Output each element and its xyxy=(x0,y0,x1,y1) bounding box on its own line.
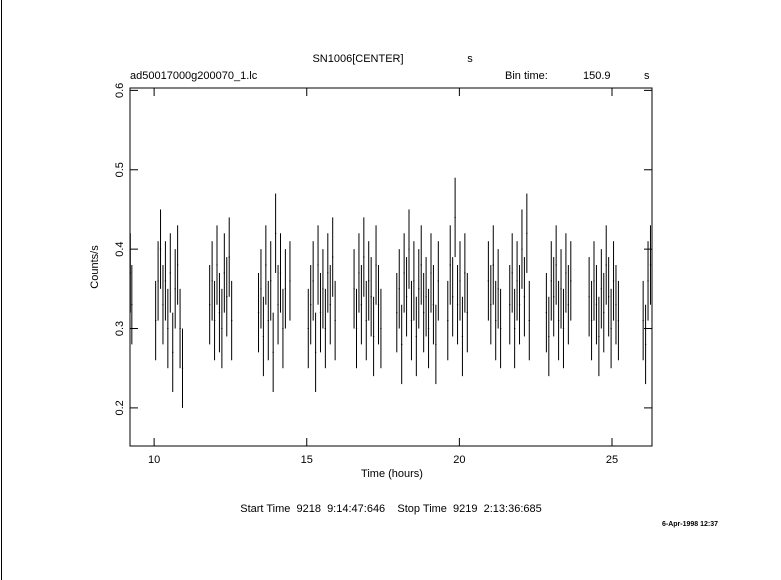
date: 6-Apr-1998 12:37 xyxy=(662,521,718,528)
title-unit: s xyxy=(467,53,473,65)
file-name: ad50017000g200070_1.lc xyxy=(130,70,258,82)
x-axis-label: Time (hours) xyxy=(361,468,423,480)
chart-title: SN1006[CENTER] xyxy=(312,53,403,65)
plot-frame xyxy=(129,87,653,447)
footer: Start Time 9218 9:14:47:646 Stop Time 92… xyxy=(240,503,541,515)
y-tick-label: 0.4 xyxy=(114,241,126,256)
x-tick-label: 20 xyxy=(453,454,465,466)
y-tick-label: 0.5 xyxy=(114,162,126,177)
y-axis-label: Counts/s xyxy=(89,245,101,289)
bin-time-unit: s xyxy=(644,70,650,82)
x-tick-label: 10 xyxy=(148,454,160,466)
bin-time-label: Bin time: xyxy=(505,70,548,82)
y-tick-label: 0.3 xyxy=(114,321,126,336)
bin-time: 150.9 xyxy=(583,70,611,82)
x-tick-label: 15 xyxy=(301,454,313,466)
x-tick-label: 25 xyxy=(606,454,618,466)
y-tick-label: 0.6 xyxy=(114,83,126,98)
y-tick-label: 0.2 xyxy=(114,400,126,415)
